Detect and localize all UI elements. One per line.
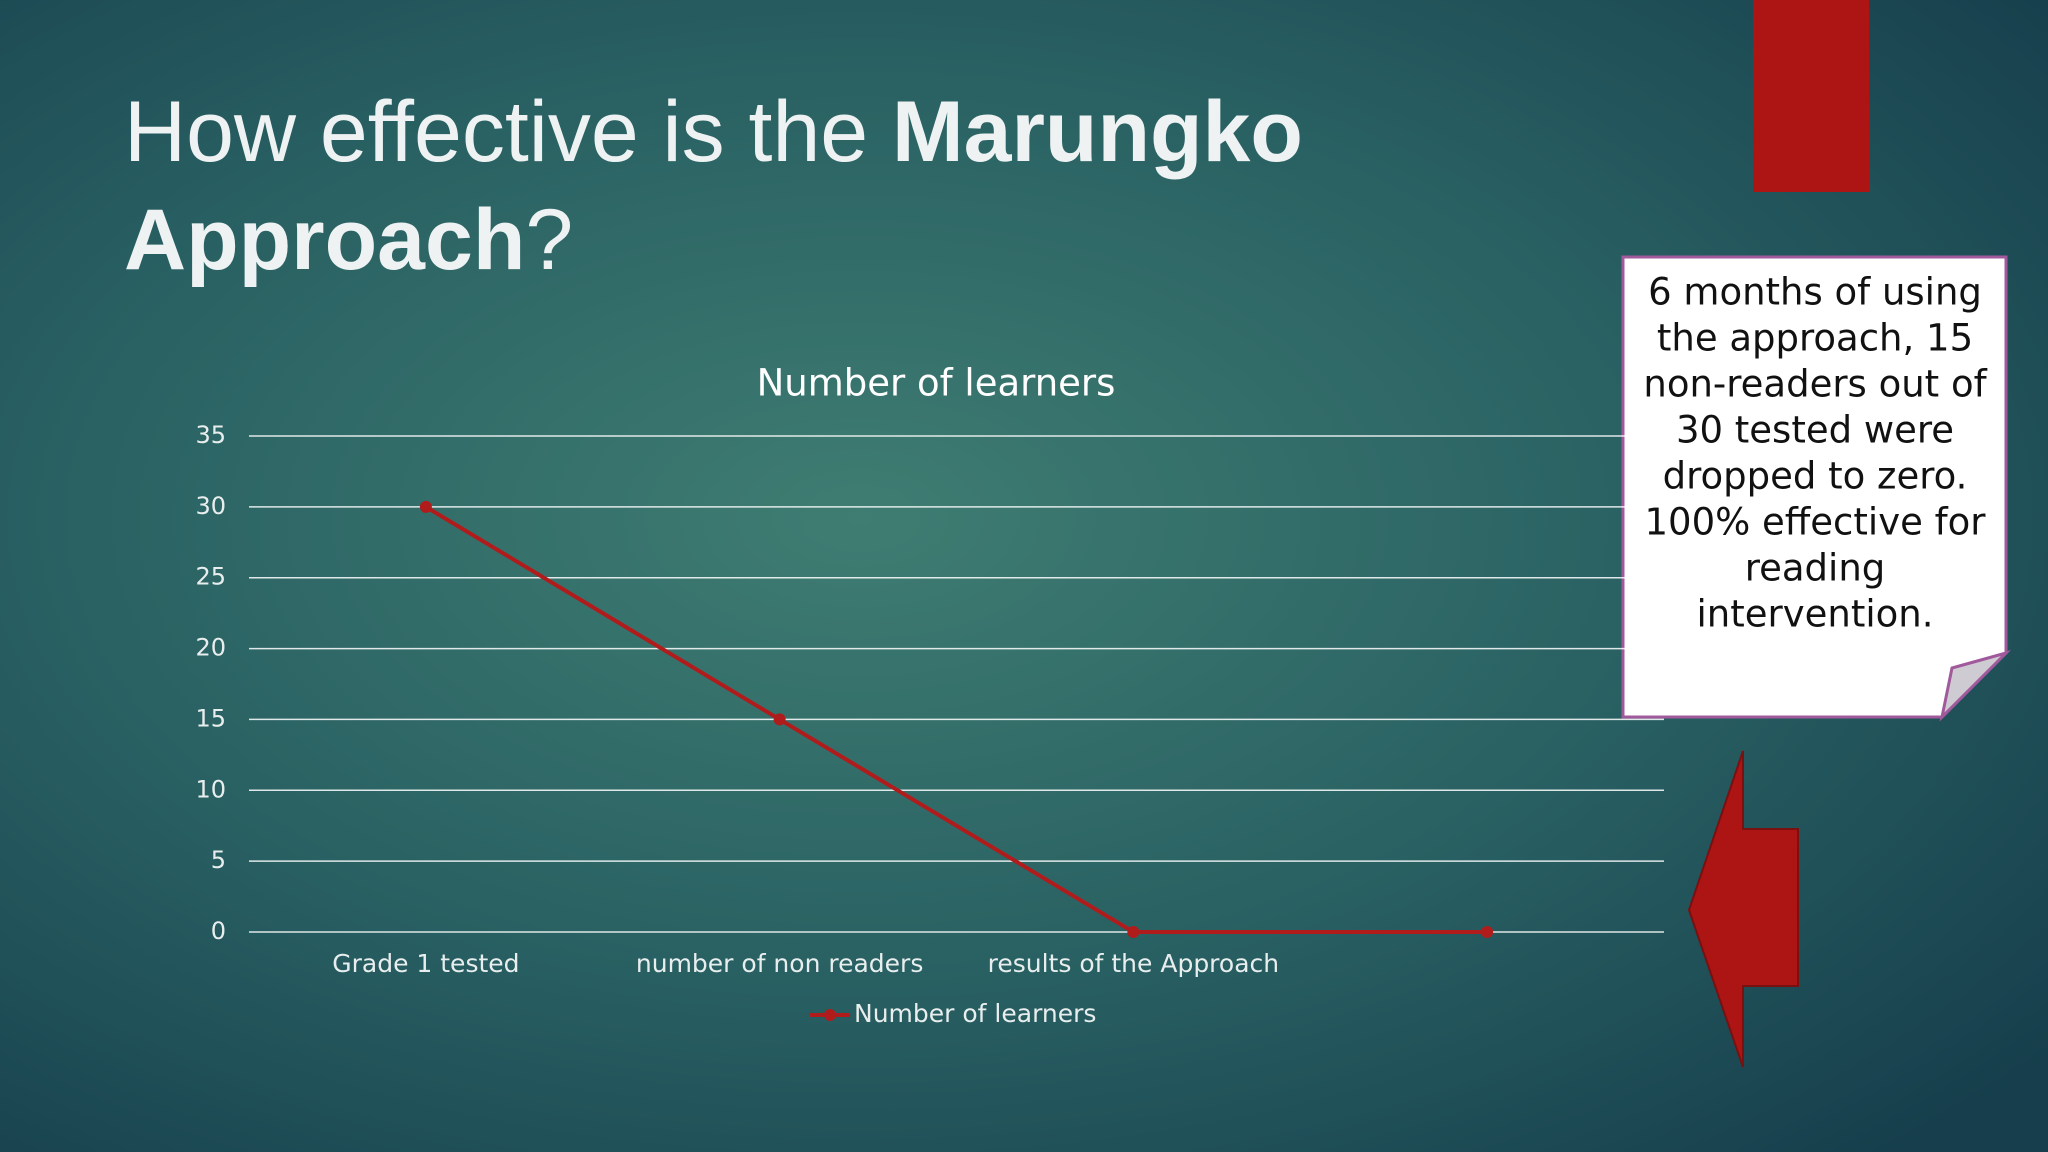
callout-line: non-readers out of	[1643, 363, 1987, 406]
y-tick-label: 0	[211, 917, 226, 945]
title-line: How effective is the Marungko	[124, 84, 1303, 180]
point	[419, 500, 432, 513]
chart: Number of learners 0 5 10 15 20 25 30 35 Grade 1…	[195, 362, 1664, 1028]
point	[1481, 926, 1494, 938]
point	[773, 713, 786, 726]
title-run: How effective is the	[124, 84, 892, 180]
chart-title: Number of learners	[757, 362, 1116, 405]
arrow	[1687, 750, 1799, 1068]
callout-line: intervention.	[1697, 593, 1934, 636]
x-tick-label: number of non readers	[636, 949, 923, 978]
callout-line: reading	[1745, 547, 1886, 590]
y-tick-label: 10	[195, 775, 226, 803]
x-tick-label: results of the Approach	[988, 949, 1280, 978]
callout-fold	[1939, 650, 2012, 722]
red-tab	[1753, 0, 1869, 192]
legend-label: Number of learners	[854, 999, 1096, 1028]
y-tick-label: 35	[195, 421, 226, 449]
y-tick-label: 15	[195, 704, 226, 732]
slide-title: How effective is the Marungko Approach?	[124, 84, 1303, 288]
y-tick-label: 20	[195, 634, 226, 662]
callout-line: dropped to zero.	[1663, 455, 1968, 498]
y-tick-label: 25	[195, 563, 226, 591]
title-run: Marungko	[892, 84, 1303, 180]
callout-line: 6 months of using	[1648, 271, 1982, 314]
y-tick-label: 30	[195, 492, 226, 520]
x-tick-label: Grade 1 tested	[332, 949, 519, 978]
legend-marker	[824, 1009, 836, 1021]
series-line	[424, 505, 1488, 934]
point	[1127, 926, 1140, 938]
title-run: ?	[525, 192, 573, 288]
title-run: Approach	[124, 192, 525, 288]
y-tick-label: 5	[211, 846, 226, 874]
callout-line: 30 tested were	[1676, 409, 1954, 452]
callout-line: the approach, 15	[1657, 317, 1973, 360]
title-line: Approach?	[124, 192, 573, 288]
callout-line: 100% effective for	[1645, 501, 1987, 544]
